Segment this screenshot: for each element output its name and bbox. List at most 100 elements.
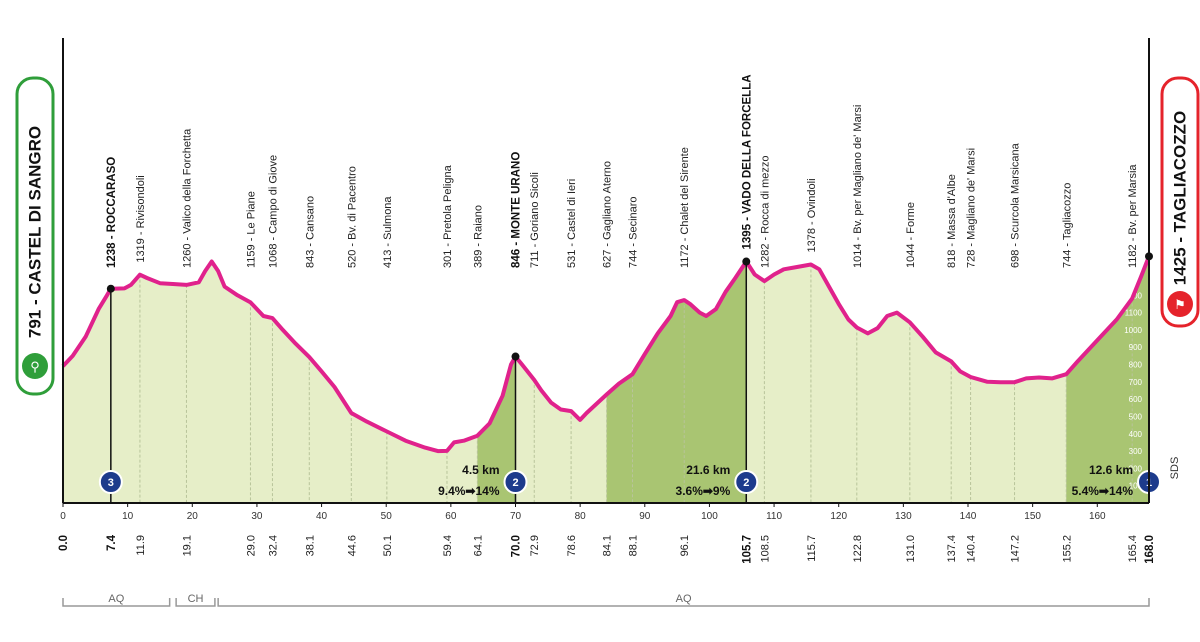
summit-dot: [742, 257, 751, 266]
waypoint-label: 1172 - Chalet del Sirente: [679, 147, 691, 268]
profile-area: [63, 256, 1149, 503]
km-label: 155.2: [1061, 535, 1073, 563]
waypoint-label: 413 - Sulmona: [382, 196, 394, 268]
waypoint-label: 301 - Pretola Peligna: [442, 164, 454, 268]
x-tick-label: 50: [381, 511, 393, 522]
profile-line: [61, 255, 1151, 454]
km-label: 131.0: [905, 535, 917, 563]
finish-banner: 1425 - TAGLIACOZZO ⚑: [1160, 76, 1200, 328]
km-label: 72.9: [529, 535, 541, 556]
waypoint-label: 531 - Castel di Ieri: [566, 179, 578, 268]
waypoint-label: 1395 - VADO DELLA FORCELLA: [741, 74, 753, 249]
altitude-tick-400: 400: [1129, 430, 1143, 439]
km-label: 88.1: [628, 535, 640, 556]
waypoint-label: 1378 - Ovindoli: [806, 178, 818, 252]
km-label: 19.1: [181, 535, 193, 556]
region-label: AQ: [108, 593, 124, 605]
waypoint-label: 843 - Cansano: [304, 196, 316, 268]
altitude-tick-100: 100: [1129, 482, 1143, 491]
climb-gradient: 3.6%➡9%: [676, 484, 731, 498]
climb-length: 4.5 km: [462, 463, 499, 477]
climb-gradient: 9.4%➡14%: [438, 484, 500, 498]
x-tick-label: 100: [701, 511, 718, 522]
climb-category-label: 2: [743, 477, 749, 489]
waypoint-label: 728 - Magliano de' Marsi: [966, 148, 978, 268]
waypoint-label: 744 - Tagliacozzo: [1061, 183, 1073, 268]
distance-axis: 0 10 20 30 40 50 60 70 80 90 100 110 120 130 140 150 160: [60, 38, 1150, 522]
x-tick-label: 20: [187, 511, 199, 522]
km-label: 11.9: [135, 535, 147, 556]
km-label: 115.7: [806, 535, 818, 562]
start-label: 791 - CASTEL DI SANGRO: [26, 126, 45, 338]
climb-length: 21.6 km: [686, 463, 730, 477]
x-tick-label: 10: [122, 511, 134, 522]
km-label: 38.1: [304, 535, 316, 556]
x-tick-label: 0: [60, 511, 66, 522]
climb-gradient: 5.4%➡14%: [1072, 484, 1134, 498]
waypoint-label: 818 - Massa d'Albe: [946, 174, 958, 268]
region-bar: AQ CH AQ: [62, 593, 1150, 607]
km-label: 168.0: [1144, 535, 1156, 564]
region-bracket: [217, 598, 1150, 607]
waypoint-label: 1068 - Campo di Giove: [267, 155, 279, 268]
km-label: 122.8: [852, 535, 864, 563]
climb-category-label: 3: [108, 477, 114, 489]
km-label: 108.5: [759, 535, 771, 563]
waypoint-label: 1014 - Bv. per Magliano de' Marsi: [852, 105, 864, 268]
km-label: 50.1: [382, 535, 394, 556]
start-banner: 791 - CASTEL DI SANGRO ⚲: [15, 76, 55, 396]
km-label: 29.0: [245, 535, 257, 556]
km-label: 96.1: [679, 535, 691, 556]
x-tick-label: 140: [960, 511, 977, 522]
bike-icon: [22, 353, 48, 379]
waypoint-label: 698 - Scurcola Marsicana: [1010, 142, 1022, 268]
svg-text:⚑: ⚑: [1174, 297, 1186, 312]
altitude-tick-800: 800: [1129, 361, 1143, 370]
climb-category-icon: [503, 470, 528, 494]
km-label: 64.1: [472, 535, 484, 556]
km-label: 78.6: [566, 535, 578, 556]
x-tick-label: 90: [639, 511, 651, 522]
climb-category-icon: [98, 470, 123, 494]
climb-fill-3: [1066, 256, 1149, 503]
km-label: 44.6: [346, 535, 358, 556]
region-bracket: [175, 598, 216, 607]
waypoint-label: 846 - MONTE URANO: [511, 152, 523, 268]
waypoint-label: 1182 - Bv. per Marsia: [1127, 164, 1139, 268]
km-label: 147.2: [1010, 535, 1022, 563]
x-tick-label: 160: [1089, 511, 1106, 522]
x-tick-label: 70: [510, 511, 522, 522]
km-label: 0.0: [58, 535, 70, 551]
profile-fill: [63, 256, 1149, 503]
finish-label: 1425 - TAGLIACOZZO: [1171, 111, 1190, 285]
waypoints: 1238 - ROCCARASO 7.4 1319 - Rivisondoli 11.…: [58, 74, 1156, 563]
x-tick-label: 120: [830, 511, 847, 522]
km-label: 165.4: [1127, 535, 1139, 563]
climb-category-icon: [734, 470, 759, 494]
climb-fill-1: [477, 356, 516, 503]
climb-markers: 324.5 km9.4%➡14%221.6 km3.6%➡9%112.6 km5…: [98, 463, 1161, 498]
x-tick-label: 110: [766, 511, 782, 522]
x-tick-label: 40: [316, 511, 328, 522]
waypoint-label: 744 - Secinaro: [628, 196, 640, 268]
km-label: 7.4: [106, 534, 118, 551]
altitude-tick-900: 900: [1129, 343, 1143, 352]
altitude-tick-300: 300: [1129, 447, 1143, 456]
km-label: 70.0: [511, 535, 523, 557]
waypoint-label: 711 - Goriano Sicoli: [529, 172, 541, 268]
sds-watermark: SDS: [1169, 457, 1181, 480]
waypoint-label: 1260 - Valico della Forchetta: [181, 128, 193, 268]
km-label: 140.4: [966, 535, 978, 563]
altitude-tick-600: 600: [1129, 395, 1143, 404]
km-label: 105.7: [741, 535, 753, 564]
x-tick-label: 150: [1024, 511, 1041, 522]
summit-dot: [106, 284, 115, 293]
waypoint-label: 520 - Bv. di Pacentro: [346, 166, 358, 268]
climb-length: 12.6 km: [1089, 463, 1133, 477]
x-tick-label: 80: [575, 511, 587, 522]
x-tick-label: 130: [895, 511, 912, 522]
km-label: 137.4: [946, 535, 958, 563]
altitude-tick-1100: 1100: [1125, 309, 1143, 318]
region-label: CH: [188, 593, 204, 605]
